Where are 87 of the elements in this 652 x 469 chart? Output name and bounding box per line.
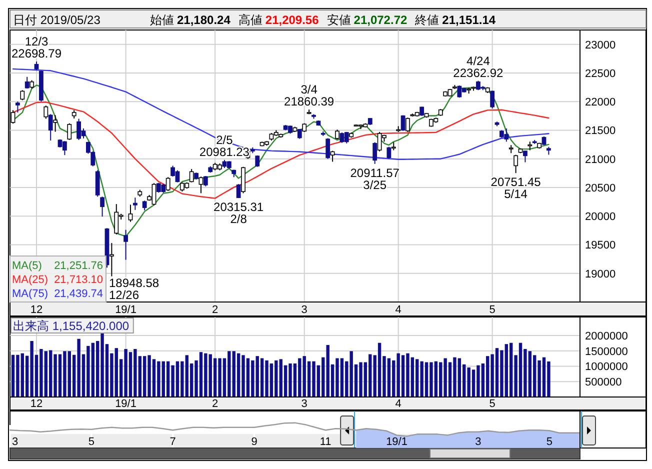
candlestick [372,142,378,164]
annotation: 18948.58 12/26 [109,276,160,302]
x-tick-label: 3 [475,436,482,448]
x-tick-label: 3 [301,398,308,410]
x-tick-label: 3 [12,436,18,448]
annotation: 21,251.76 [54,260,103,272]
annotation: 21,439.74 [54,288,103,300]
annotation: 20751.45 5/14 [490,175,542,202]
text: 終値 [414,13,440,27]
x-tick-label: 2 [212,304,218,316]
candlestick [490,90,495,109]
candlestick [335,129,340,140]
candlestick [20,90,25,101]
text: 21,072.72 [354,13,408,27]
candlestick [400,114,406,132]
y-tick-label: 500000 [585,376,622,389]
candlestick [124,229,128,260]
text: 高値 [238,13,262,27]
x-tick-label: 11 [320,436,332,448]
annotation: 20911.57 3/25 [350,166,400,192]
candlestick [166,176,170,192]
x-tick-label: 5 [546,436,553,448]
x-tick-label: 12 [30,304,43,316]
text: MA(75) [12,288,48,300]
x-tick-label: 3 [301,304,308,316]
candlestick [189,168,194,183]
y-tick-label: 21500 [585,125,616,138]
y-tick-label: 22000 [585,96,616,109]
y-tick-label: 1000000 [585,361,628,374]
candlestick [62,140,67,156]
annotation: 20315.31 2/8 [214,200,264,226]
candlestick [326,138,330,160]
candlestick [48,114,53,142]
y-tick-label: 19500 [585,240,616,252]
y-tick-label: 22500 [585,68,616,80]
candlestick [523,150,528,163]
annotation: 21,713.10 [54,274,103,286]
text: 日付 2019/05/23 [13,13,101,27]
annotation: 3/4 21860.39 [284,82,334,109]
candlestick [330,150,335,162]
candlestick [44,105,48,120]
x-tick-label: 7 [170,436,176,448]
text: MA(5) [12,260,42,272]
x-tick-label: 4 [395,304,402,316]
x-tick-label: 4 [395,398,402,410]
x-tick-label: 5 [489,304,496,316]
candlestick [297,128,302,140]
y-tick-label: 2000000 [585,330,628,342]
y-tick-label: 21000 [585,154,616,166]
x-tick-label: 9 [251,436,258,448]
x-tick-label: 19/1 [115,398,136,410]
candlestick [420,106,424,116]
y-tick-label: 1500000 [585,346,628,358]
x-tick-label: 12 [30,398,43,410]
candlestick [67,122,72,140]
x-tick-label: 19/1 [115,304,136,316]
candlestick [406,117,410,132]
candlestick [100,196,104,218]
candlestick [241,166,246,194]
text: 21,209.56 [265,13,320,27]
y-tick-label: 19000 [585,268,616,280]
candlestick [236,184,241,199]
candlestick [386,146,392,160]
text: 21,180.24 [177,13,231,27]
candlestick [53,114,58,132]
y-tick-label: 23000 [585,39,616,52]
candlestick [128,204,133,222]
annotation: 4/24 22362.92 [453,54,504,80]
text: MA(25) [12,274,48,286]
text: 21,151.14 [442,13,496,27]
candlestick [95,170,100,198]
annotation: 出来高 1,155,420.000 [13,319,130,333]
candlestick [142,200,147,211]
text: 始値 [150,13,174,27]
x-tick-label: 2 [212,398,218,410]
annotation: 12/3 22698.79 [11,34,62,61]
candlestick [132,197,138,210]
candlestick [16,101,20,113]
x-tick-label: 19/1 [386,436,408,448]
candlestick [514,154,518,174]
text: 安値 [326,13,351,27]
x-tick-label: 5 [88,436,94,448]
y-tick-label: 20500 [585,182,616,194]
x-tick-label: 5 [489,398,496,410]
candlestick [203,176,208,187]
y-tick-label: 20000 [585,211,616,224]
candlestick [109,242,114,277]
